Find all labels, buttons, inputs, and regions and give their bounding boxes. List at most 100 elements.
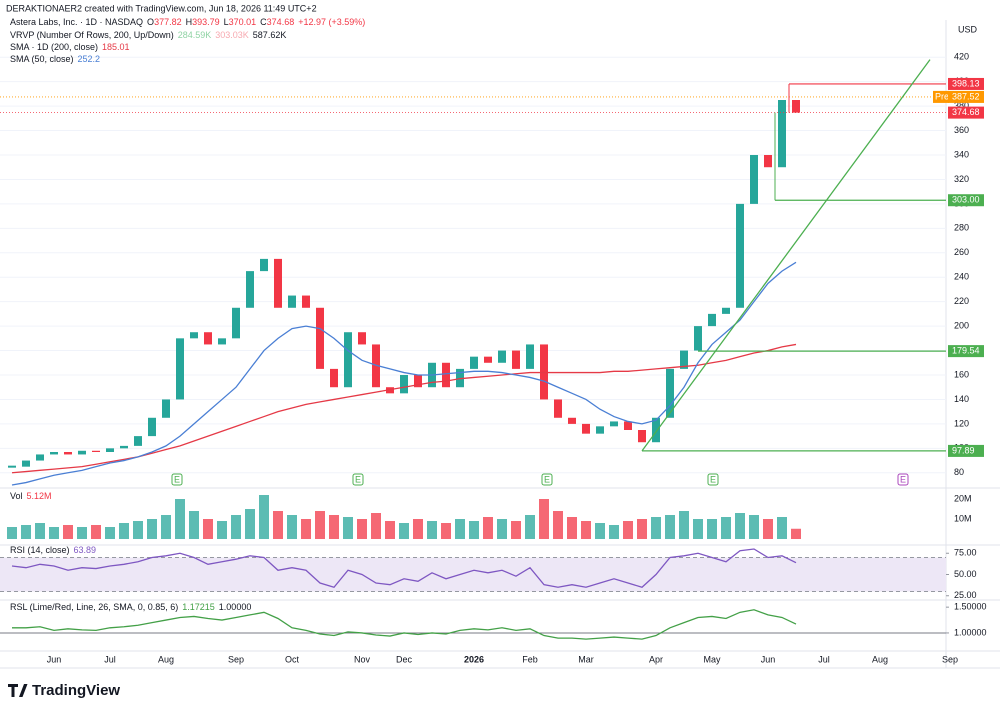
volume-bar [315,511,325,539]
candle [232,307,240,339]
volume-bar [483,517,493,539]
candle [120,445,128,449]
oscillator-line [12,609,797,640]
earnings-marker [897,473,909,486]
earnings-marker [171,473,183,486]
volume-bar [721,517,731,539]
candle [190,332,198,339]
volume-bar [357,519,367,539]
candle [344,332,352,388]
candle [792,100,800,113]
volume-bar [693,519,703,539]
candle [568,417,576,424]
earnings-marker [352,473,364,486]
x-tick-label: Jun [761,654,776,664]
y-tick-label: 420 [954,52,969,62]
candle [526,344,534,369]
logo: TradingView [8,682,120,699]
legend: SMA · 1D (200, close) 185.01 [10,42,130,52]
volume-bar [497,519,507,539]
volume-bar [77,527,87,539]
candle [316,307,324,369]
legend: RSL (Lime/Red, Line, 26, SMA, 0, 0.85, 6… [10,602,251,612]
earnings-label: E [544,474,550,484]
volume-bar [287,515,297,539]
volume-bar [161,515,171,539]
volume-bar [735,513,745,539]
quote-value: 370.01 [229,17,257,27]
volume-bar [609,525,619,539]
candle [764,155,772,168]
candle [582,423,590,434]
candle [274,258,282,308]
volume-bar [791,528,801,539]
x-tick-label: May [703,654,721,664]
level-label: 179.54 [952,345,980,355]
level-tag-bg [933,90,949,103]
level-label: 303.00 [952,195,980,205]
y-tick-label: 380 [954,100,969,110]
volume-bar [371,513,381,539]
volume-bar [763,519,773,539]
candle [554,399,562,418]
volume-bar [581,521,591,539]
trendline [641,59,931,452]
candle [36,454,44,461]
legend-part: RSL (Lime/Red, Line, 26, SMA, 0, 0.85, 6… [10,602,178,612]
candle [148,417,156,437]
volume-bar [245,509,255,539]
x-tick-label: Aug [158,654,174,664]
credit: DERAKTIONAER2 created with TradingView.c… [6,3,317,13]
candle [134,436,142,446]
x-tick-label: Oct [285,654,300,664]
candle [638,430,646,443]
candle [8,465,16,468]
indicator-value: 587.62K [253,30,287,40]
quote-key: C [260,17,267,27]
y-tick-label: 80 [954,467,964,477]
volume-bar [399,523,409,539]
legend-value: 252.2 [78,54,101,64]
earnings-label: E [900,474,906,484]
quote-key: H [186,17,193,27]
volume-bar [175,499,185,539]
candle [176,338,184,400]
legend-part: RSI (14, close) [10,545,70,555]
volume-bar [651,517,661,539]
y-tick-label: 260 [954,247,969,257]
volume-bar [455,519,465,539]
candle [288,295,296,308]
legend: SMA (50, close) 252.2 [10,54,100,64]
level-label-bg [948,194,984,207]
sma-line [11,261,797,486]
quote-key: L [224,17,229,27]
band [0,557,946,592]
legend-part: VRVP (Number Of Rows, 200, Up/Down) [10,30,174,40]
legend-part: 1.00000 [219,602,252,612]
candle [666,368,674,418]
oscillator-line [11,548,797,588]
quote-change: +12.97 (+3.59%) [298,17,365,27]
volume-bar [525,515,535,539]
legend: Vol 5.12M [10,491,52,501]
x-tick-label: Jun [47,654,62,664]
candle [414,375,422,388]
volume-bar [273,511,283,539]
legend-part: Astera Labs, Inc. · 1D · NASDAQ [10,17,143,27]
candle [302,295,310,308]
candle [778,100,786,168]
level-label-bg [948,77,984,90]
candle [694,326,702,351]
volume-bar [91,525,101,539]
legend-part: Vol [10,491,23,501]
y-tick-label: 140 [954,394,969,404]
candle [330,368,338,388]
earnings-label: E [710,474,716,484]
volume-bar [259,495,269,539]
legend: Astera Labs, Inc. · 1D · NASDAQ O377.82 H3… [10,17,365,27]
currency: USD [958,24,978,34]
y-tick-label: 25.00 [954,590,977,600]
volume-bar [553,511,563,539]
candle [484,356,492,363]
x-tick-label: Sep [942,654,958,664]
